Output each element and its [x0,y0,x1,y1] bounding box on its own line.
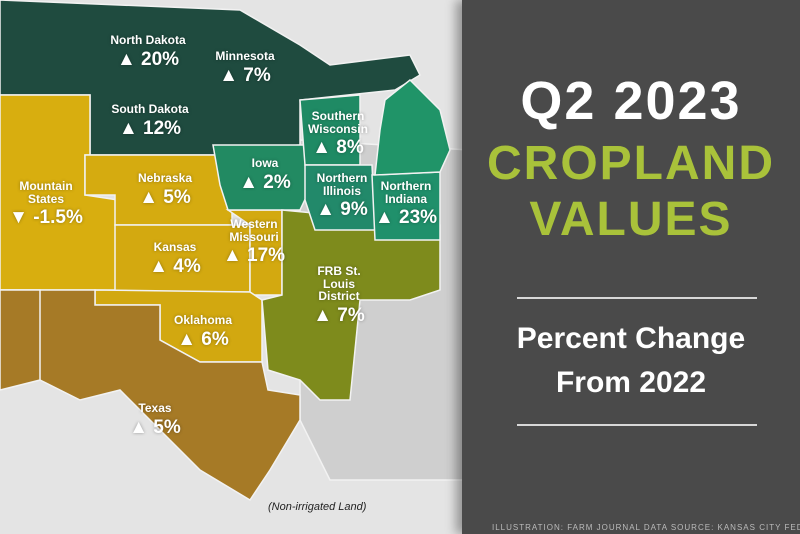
region-name: Minnesota [215,49,275,63]
region-change: ▲ 20% [116,48,180,70]
region-name: South Dakota [111,102,189,116]
region-change: ▲ 2% [239,171,291,193]
region-change: ▲ 7% [313,304,365,326]
divider-bottom [517,424,757,426]
region-label-minnesota: Minnesota ▲ 7% [205,50,285,86]
title-panel: Q2 2023 CROPLAND VALUES Percent Change F… [462,0,800,534]
region-change: ▲ 6% [177,328,229,350]
title-line-3: VALUES [529,193,733,246]
region-change: ▲ 23% [374,207,438,229]
region-label-iowa: Iowa ▲ 2% [235,157,295,193]
region-change: ▲ 9% [316,199,368,221]
title-line-2: CROPLAND [487,137,775,190]
region-label-northern-illinois: Northern Illinois ▲ 9% [310,172,374,220]
region-change: ▲ 5% [129,416,181,438]
region-label-frb-st-louis: FRB St. Louis District ▲ 7% [305,265,373,326]
title-line-1: Q2 2023 [520,71,742,131]
region-label-western-missouri: Western Missouri ▲ 17% [222,218,286,266]
region-change: ▲ 5% [139,186,191,208]
region-texas [0,289,301,502]
region-change: ▲ 12% [118,117,182,139]
region-label-south-dakota: South Dakota ▲ 12% [100,103,200,139]
credit: ILLUSTRATION: FARM JOURNAL DATA SOURCE: … [492,523,800,532]
region-michigan [374,78,451,176]
region-change: ▲ 7% [219,64,271,86]
region-frb-st-louis [261,209,441,401]
region-name: Northern Illinois [316,171,368,198]
divider-top [517,297,757,299]
region-label-mountain-states: Mountain States ▼ -1.5% [8,180,84,228]
region-name: Oklahoma [173,313,233,327]
region-label-kansas: Kansas ▲ 4% [135,241,215,277]
region-label-texas: Texas ▲ 5% [120,402,190,438]
region-label-northern-indiana: Northern Indiana ▲ 23% [374,180,438,228]
subtitle-line-1: Percent Change [516,322,746,355]
map-note: (Non-irrigated Land) [268,501,367,513]
region-name: Western Missouri [229,217,279,244]
region-northern-illinois [304,164,376,231]
region-change: ▼ -1.5% [9,207,83,229]
region-mountain-southwest [0,289,41,391]
region-name: FRB St. Louis District [317,264,361,304]
region-name: Southern Wisconsin [308,109,368,136]
region-label-oklahoma: Oklahoma ▲ 6% [163,314,243,350]
region-name: Nebraska [137,171,193,185]
region-change: ▲ 17% [222,245,286,267]
region-name: Iowa [251,156,279,170]
region-name: Kansas [153,240,197,254]
region-name: Texas [138,401,172,415]
region-change: ▲ 8% [312,137,364,159]
region-name: North Dakota [110,33,186,47]
region-label-north-dakota: North Dakota ▲ 20% [98,34,198,70]
region-name: Northern Indiana [380,179,432,206]
region-label-nebraska: Nebraska ▲ 5% [125,172,205,208]
subtitle-line-2: From 2022 [555,366,707,399]
us-map [0,0,470,502]
region-label-southern-wisconsin: Southern Wisconsin ▲ 8% [308,110,368,158]
region-name: Mountain States [19,179,73,206]
region-change: ▲ 4% [149,255,201,277]
